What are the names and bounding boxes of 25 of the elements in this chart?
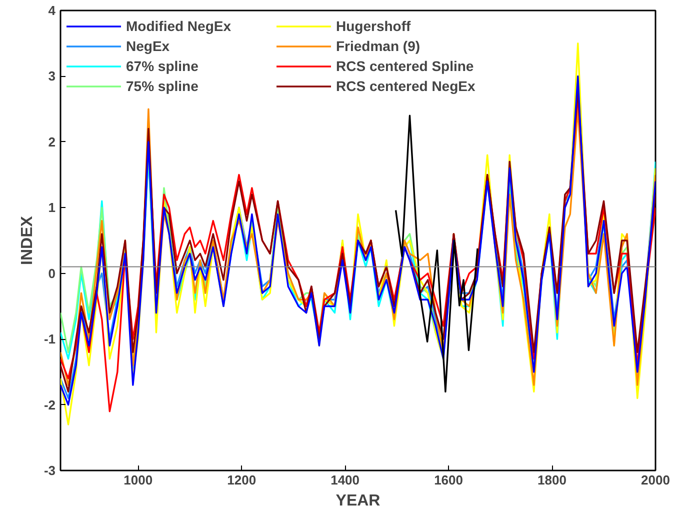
legend-label: 67% spline (126, 58, 200, 74)
x-tick-label: 1800 (538, 472, 566, 488)
x-axis-title: YEAR (336, 492, 381, 510)
y-tick-label: -1 (44, 332, 56, 347)
y-axis-title: INDEX (18, 216, 36, 265)
legend-label: Modified NegEx (126, 18, 232, 34)
line-series (394, 114, 478, 392)
y-tick-label: 2 (48, 134, 56, 150)
legend-label: RCS centered NegEx (336, 78, 476, 94)
x-tick-label: 1600 (434, 472, 464, 488)
y-tick-label: 0 (48, 266, 56, 281)
x-tick-label: 1000 (124, 472, 153, 488)
legend-label: Hugershoff (336, 18, 412, 34)
legend-label: NegEx (126, 38, 171, 54)
legend-label: Friedman (9) (336, 38, 422, 54)
legend-label: 75% spline (126, 78, 200, 94)
y-tick-label: 1 (48, 200, 56, 216)
y-tick-label: -2 (44, 397, 56, 412)
y-tick-label: -3 (44, 463, 56, 478)
x-tick-label: 1200 (227, 472, 256, 488)
y-tick-label: 4 (48, 3, 56, 18)
y-tick-label: 3 (48, 68, 56, 84)
x-tick-label: 2000 (641, 472, 670, 488)
legend-label: RCS centered Spline (336, 58, 475, 74)
x-tick-label: 1400 (330, 472, 360, 488)
